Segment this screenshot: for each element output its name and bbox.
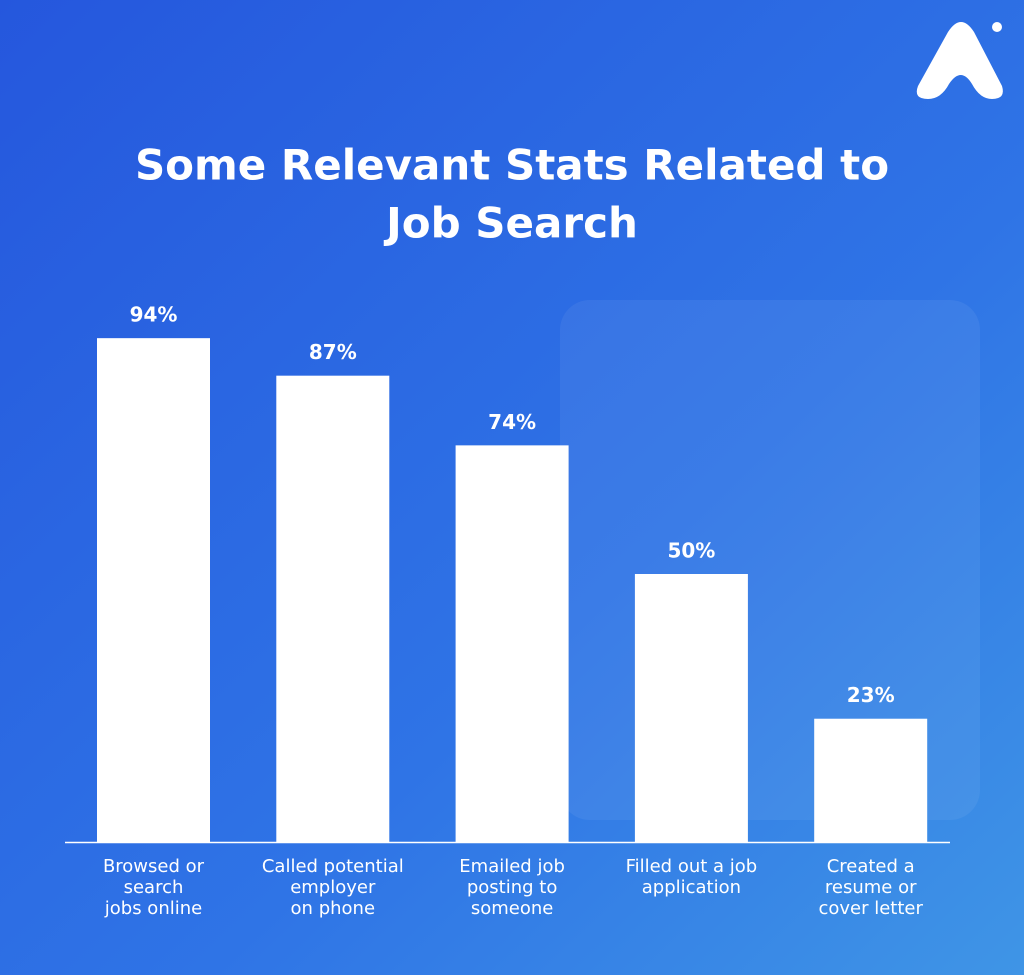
x-tick-label: employer [290,877,376,898]
bar [814,718,928,842]
x-tick-label: application [642,877,741,898]
logo [916,22,1003,99]
x-tick-label: search [124,877,184,898]
x-tick-label: Browsed or [103,856,205,877]
bar [634,574,748,842]
x-tick-label: resume or [825,877,917,898]
x-tick-label: cover letter [818,898,923,919]
chart-title: Some Relevant Stats Related to [135,141,889,190]
value-label: 94% [130,303,178,327]
x-tick-label: on phone [291,898,375,919]
value-label: 87% [309,340,357,364]
x-tick-label: Called potential [262,856,404,877]
bar [97,338,210,842]
x-tick-label: posting to [467,877,558,898]
value-label: 74% [488,410,536,434]
x-tick-label: jobs online [104,898,202,919]
x-tick-label: someone [471,898,554,919]
bar [276,375,390,842]
chart-title: Job Search [383,199,638,248]
bar [455,445,569,842]
x-tick-label: Filled out a job [626,856,758,877]
x-tick-label: Emailed job [459,856,565,877]
x-tick-label: Created a [827,856,915,877]
value-label: 23% [847,683,895,707]
value-label: 50% [667,539,715,563]
